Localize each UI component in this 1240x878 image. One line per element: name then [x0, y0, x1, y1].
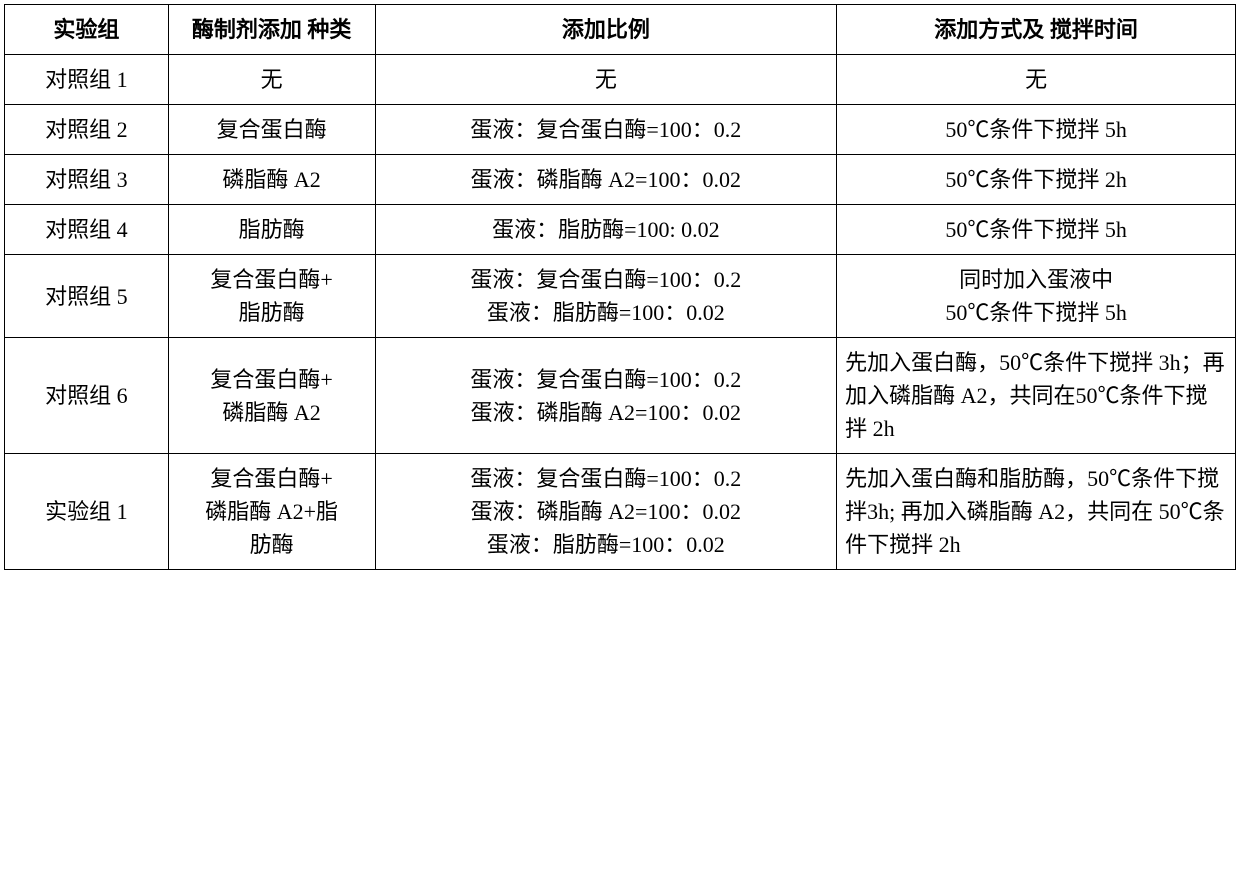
cell-enzyme-line2: 脂肪酶 [175, 296, 369, 329]
cell-method: 同时加入蛋液中 50℃条件下搅拌 5h [837, 255, 1236, 338]
cell-group: 对照组 5 [5, 255, 169, 338]
cell-group: 对照组 1 [5, 55, 169, 105]
cell-group: 对照组 3 [5, 155, 169, 205]
cell-ratio-line1: 蛋液：复合蛋白酶=100：0.2 [382, 462, 831, 495]
cell-method: 先加入蛋白酶和脂肪酶，50℃条件下搅拌3h; 再加入磷脂酶 A2，共同在 50℃… [837, 454, 1236, 570]
cell-ratio: 蛋液：复合蛋白酶=100：0.2 蛋液：磷脂酶 A2=100：0.02 蛋液：脂… [375, 454, 837, 570]
cell-method: 先加入蛋白酶，50℃条件下搅拌 3h；再加入磷脂酶 A2，共同在50℃条件下搅拌… [837, 338, 1236, 454]
cell-group: 对照组 4 [5, 205, 169, 255]
table-row: 实验组 1 复合蛋白酶+ 磷脂酶 A2+脂 肪酶 蛋液：复合蛋白酶=100：0.… [5, 454, 1236, 570]
enzyme-experiment-table: 实验组 酶制剂添加 种类 添加比例 添加方式及 搅拌时间 对照组 1 无 无 无… [4, 4, 1236, 570]
header-row: 实验组 酶制剂添加 种类 添加比例 添加方式及 搅拌时间 [5, 5, 1236, 55]
cell-ratio-line2: 蛋液：磷脂酶 A2=100：0.02 [382, 495, 831, 528]
table-row: 对照组 4 脂肪酶 蛋液：脂肪酶=100: 0.02 50℃条件下搅拌 5h [5, 205, 1236, 255]
cell-method: 50℃条件下搅拌 2h [837, 155, 1236, 205]
header-enzyme-line1: 酶制剂添加 [192, 17, 302, 42]
cell-enzyme-line2: 磷脂酶 A2 [175, 396, 369, 429]
cell-method-line2: 50℃条件下搅拌 5h [843, 296, 1229, 329]
header-method-line2: 搅拌时间 [1050, 17, 1138, 42]
cell-enzyme-line2: 磷脂酶 A2+脂 [175, 495, 369, 528]
cell-enzyme: 复合蛋白酶+ 磷脂酶 A2 [168, 338, 375, 454]
cell-ratio-line2: 蛋液：磷脂酶 A2=100：0.02 [382, 396, 831, 429]
table-row: 对照组 6 复合蛋白酶+ 磷脂酶 A2 蛋液：复合蛋白酶=100：0.2 蛋液：… [5, 338, 1236, 454]
cell-ratio-line1: 蛋液：复合蛋白酶=100：0.2 [382, 363, 831, 396]
cell-enzyme: 无 [168, 55, 375, 105]
cell-enzyme-line1: 复合蛋白酶+ [175, 263, 369, 296]
cell-ratio-line3: 蛋液：脂肪酶=100：0.02 [382, 528, 831, 561]
table-row: 对照组 2 复合蛋白酶 蛋液：复合蛋白酶=100：0.2 50℃条件下搅拌 5h [5, 105, 1236, 155]
cell-ratio: 蛋液：磷脂酶 A2=100：0.02 [375, 155, 837, 205]
cell-method: 50℃条件下搅拌 5h [837, 205, 1236, 255]
cell-ratio: 蛋液：复合蛋白酶=100：0.2 蛋液：磷脂酶 A2=100：0.02 [375, 338, 837, 454]
header-enzyme-line2: 种类 [307, 17, 351, 42]
cell-ratio-line1: 蛋液：复合蛋白酶=100：0.2 [382, 263, 831, 296]
cell-enzyme-line1: 复合蛋白酶+ [175, 363, 369, 396]
cell-group: 对照组 6 [5, 338, 169, 454]
cell-ratio: 蛋液：复合蛋白酶=100：0.2 蛋液：脂肪酶=100：0.02 [375, 255, 837, 338]
cell-method-line1: 同时加入蛋液中 [843, 263, 1229, 296]
header-group: 实验组 [5, 5, 169, 55]
cell-enzyme-line3: 肪酶 [175, 528, 369, 561]
cell-ratio: 蛋液：脂肪酶=100: 0.02 [375, 205, 837, 255]
cell-ratio: 蛋液：复合蛋白酶=100：0.2 [375, 105, 837, 155]
cell-enzyme: 复合蛋白酶+ 脂肪酶 [168, 255, 375, 338]
header-enzyme: 酶制剂添加 种类 [168, 5, 375, 55]
cell-enzyme: 复合蛋白酶 [168, 105, 375, 155]
header-method-line1: 添加方式及 [934, 17, 1044, 42]
cell-enzyme: 脂肪酶 [168, 205, 375, 255]
header-ratio: 添加比例 [375, 5, 837, 55]
cell-group: 实验组 1 [5, 454, 169, 570]
cell-enzyme-line1: 复合蛋白酶+ [175, 462, 369, 495]
table-row: 对照组 3 磷脂酶 A2 蛋液：磷脂酶 A2=100：0.02 50℃条件下搅拌… [5, 155, 1236, 205]
cell-method: 50℃条件下搅拌 5h [837, 105, 1236, 155]
cell-ratio: 无 [375, 55, 837, 105]
cell-enzyme: 磷脂酶 A2 [168, 155, 375, 205]
cell-enzyme: 复合蛋白酶+ 磷脂酶 A2+脂 肪酶 [168, 454, 375, 570]
table-row: 对照组 1 无 无 无 [5, 55, 1236, 105]
cell-group: 对照组 2 [5, 105, 169, 155]
table-row: 对照组 5 复合蛋白酶+ 脂肪酶 蛋液：复合蛋白酶=100：0.2 蛋液：脂肪酶… [5, 255, 1236, 338]
cell-ratio-line2: 蛋液：脂肪酶=100：0.02 [382, 296, 831, 329]
cell-method: 无 [837, 55, 1236, 105]
header-method: 添加方式及 搅拌时间 [837, 5, 1236, 55]
